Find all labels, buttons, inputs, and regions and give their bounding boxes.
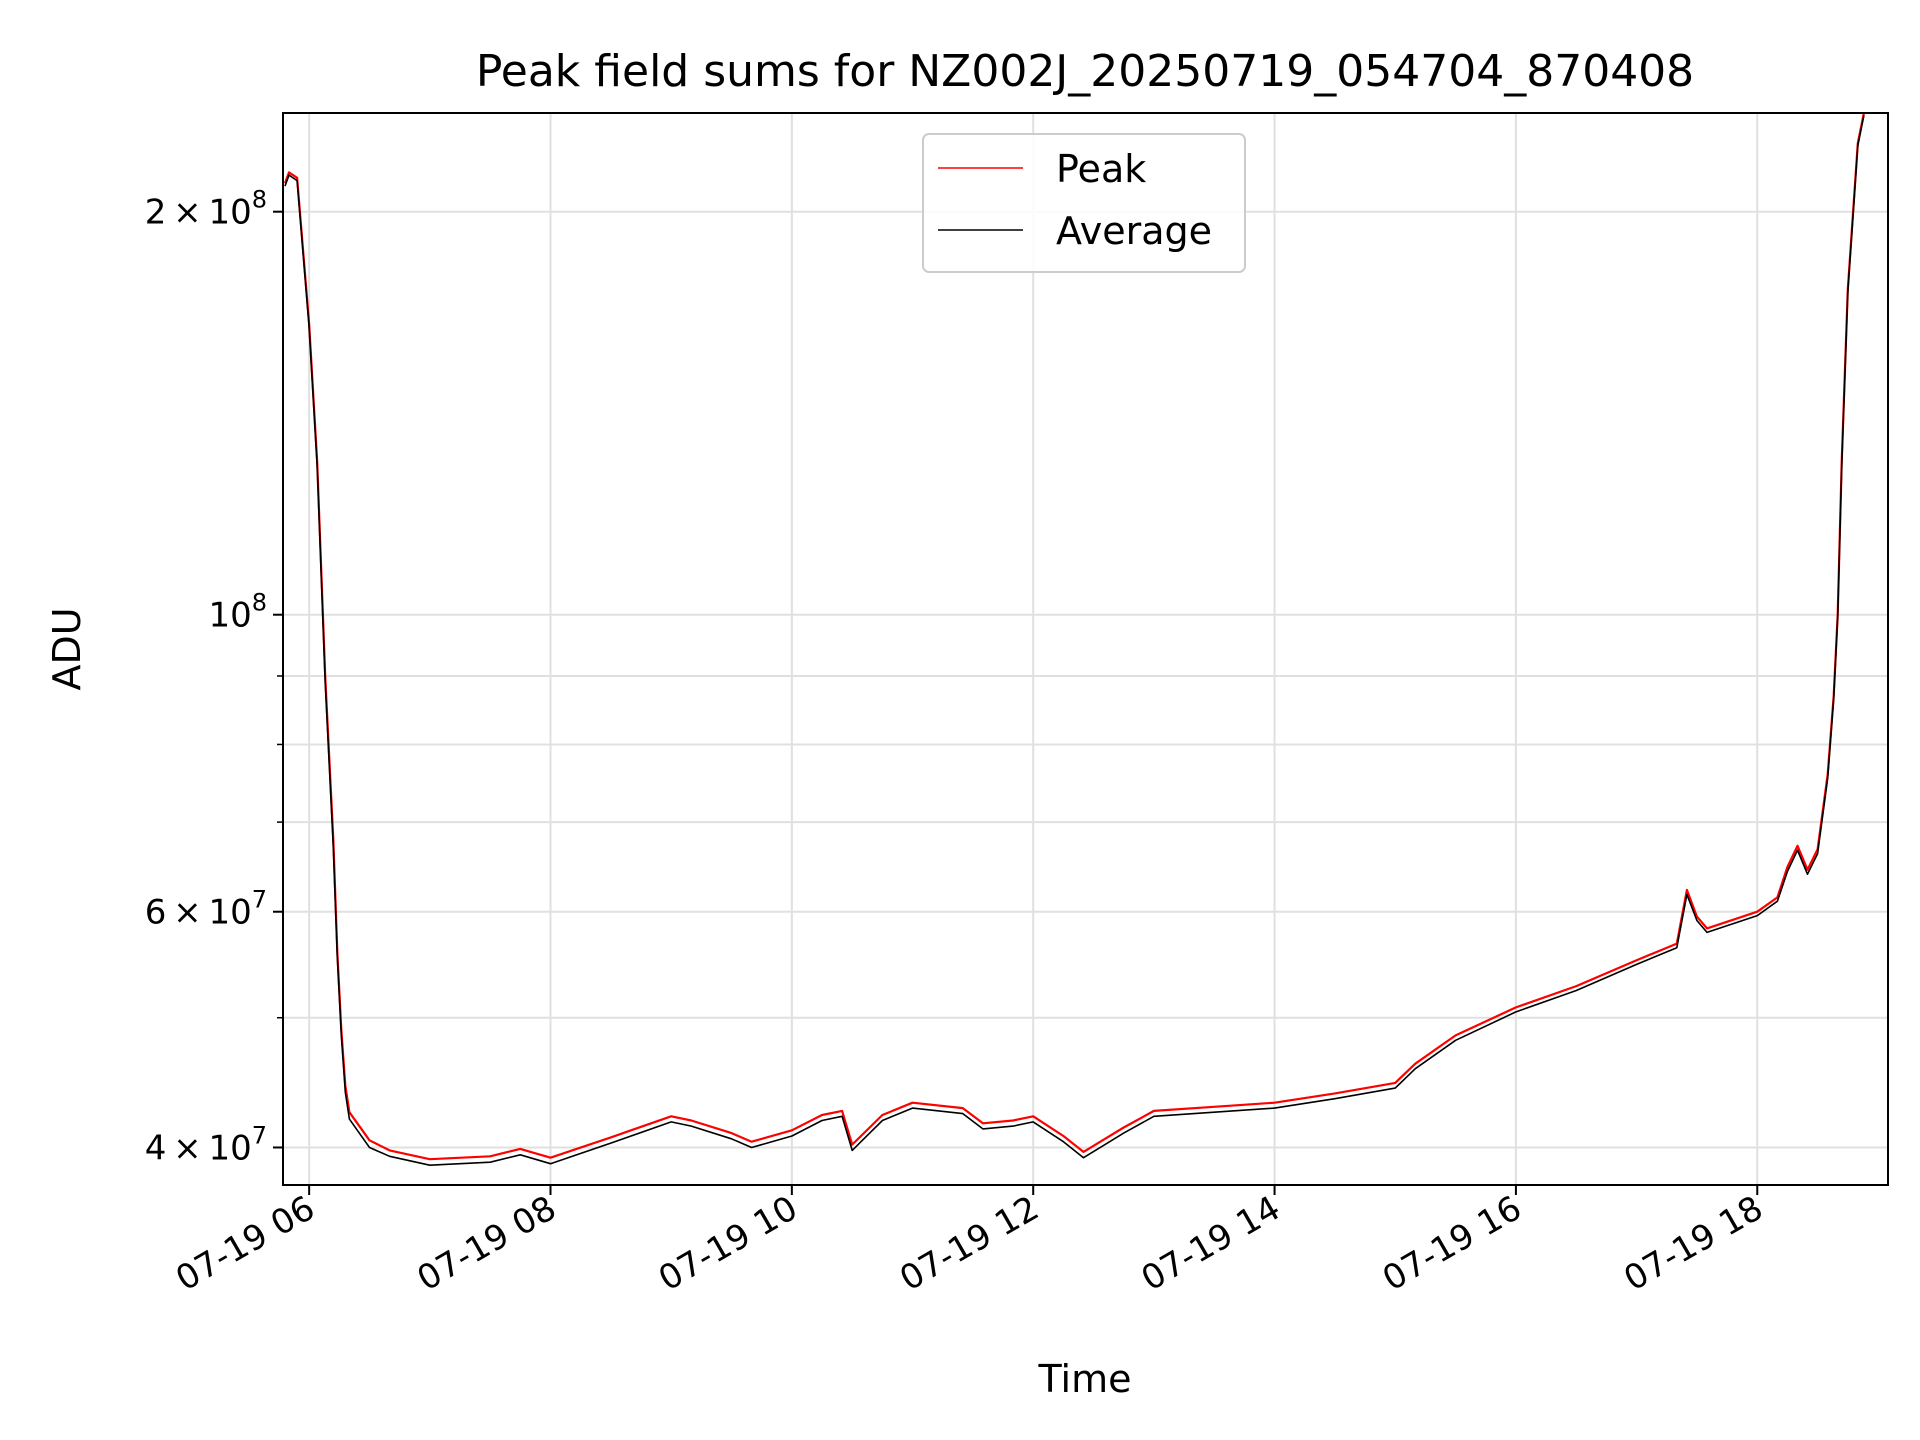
y-axis-title: ADU	[45, 607, 89, 690]
y-tick-label: 2 × 108	[145, 186, 267, 233]
legend-label-peak: Peak	[1056, 147, 1146, 191]
y-tick-label: 4 × 107	[145, 1122, 267, 1169]
x-axis-title: Time	[1038, 1357, 1132, 1401]
y-tick-label: 6 × 107	[145, 886, 267, 933]
y-tick-label: 108	[208, 589, 267, 636]
legend-label-average: Average	[1056, 209, 1212, 253]
series-layer	[283, 113, 1865, 1166]
legend: Peak Average	[922, 133, 1246, 273]
chart-title: Peak field sums for NZ002J_20250719_0547…	[476, 46, 1694, 97]
grid	[283, 113, 1888, 1185]
series-peak-line	[283, 113, 1865, 1161]
series-average-line	[284, 115, 1865, 1166]
plot-area-frame	[282, 112, 1889, 1186]
